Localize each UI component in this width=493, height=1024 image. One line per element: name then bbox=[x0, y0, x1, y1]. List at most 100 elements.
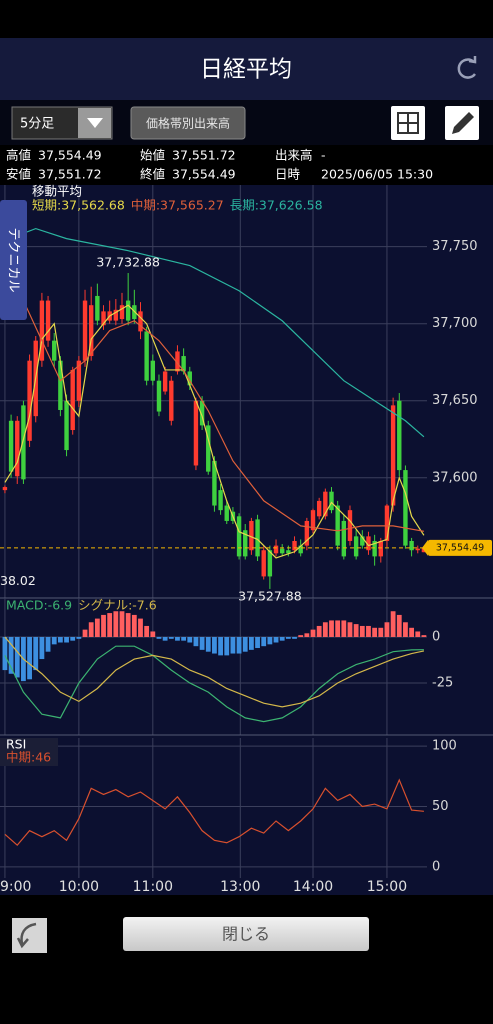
legend-title: RSI bbox=[6, 737, 26, 752]
refresh-arrow bbox=[468, 56, 477, 64]
info-value: 2025/06/05 15:30 bbox=[321, 167, 433, 182]
candle-body bbox=[243, 530, 248, 557]
button-box bbox=[12, 918, 47, 953]
histogram-bar bbox=[144, 625, 150, 637]
candle-body bbox=[199, 400, 205, 426]
candle-body bbox=[125, 300, 131, 321]
histogram-bar bbox=[341, 620, 347, 637]
candle-body bbox=[21, 405, 26, 480]
candle-body bbox=[292, 540, 297, 551]
histogram-bar bbox=[8, 636, 14, 674]
y-tick-label: 37,700 bbox=[432, 316, 478, 331]
candle-body bbox=[169, 380, 174, 421]
layout-button[interactable] bbox=[391, 106, 425, 140]
candle-body bbox=[119, 305, 125, 320]
histogram-bar bbox=[199, 636, 205, 650]
candle-body bbox=[261, 550, 266, 577]
candle-body bbox=[138, 311, 143, 332]
candle-body bbox=[347, 510, 353, 541]
legend-entry: MACD:-6.9 bbox=[6, 598, 72, 613]
histogram-bar bbox=[409, 627, 414, 637]
y-tick-label: 50 bbox=[432, 799, 449, 814]
histogram-bar bbox=[310, 629, 316, 637]
info-value: - bbox=[321, 148, 326, 163]
button-label: 価格帯別出来高 bbox=[146, 116, 230, 131]
candle-body bbox=[255, 519, 260, 557]
histogram-bar bbox=[396, 614, 402, 637]
histogram-bar bbox=[156, 636, 162, 639]
legend-entry: 長期:37,626.58 bbox=[230, 198, 323, 213]
x-tick-label: 15:00 bbox=[367, 879, 407, 895]
candle-body bbox=[212, 460, 217, 506]
histogram-bar bbox=[372, 627, 378, 637]
tab-box bbox=[0, 200, 27, 320]
candle-body bbox=[218, 490, 223, 511]
info-label: 終値 bbox=[140, 167, 165, 182]
series-line bbox=[4, 778, 424, 846]
candle-body bbox=[58, 360, 63, 410]
info-value: 37,551.72 bbox=[172, 148, 236, 163]
x-tick-label: 9:00 bbox=[0, 879, 31, 895]
x-tick-label: 10:00 bbox=[59, 879, 99, 895]
candle-body bbox=[82, 300, 88, 361]
y-tick-label: 37,750 bbox=[432, 239, 478, 254]
histogram-bar bbox=[57, 636, 63, 643]
candle-body bbox=[249, 520, 254, 551]
y-tick-label: -25 bbox=[432, 675, 453, 690]
candle-body bbox=[298, 545, 303, 554]
x-tick-label: 11:00 bbox=[133, 879, 173, 895]
candle-body bbox=[162, 371, 168, 392]
y-tick-label: 0 bbox=[432, 629, 440, 644]
histogram-bar bbox=[230, 636, 236, 654]
histogram-bar bbox=[248, 636, 254, 650]
candle-body bbox=[384, 505, 390, 541]
histogram-bar bbox=[2, 636, 8, 671]
candle-body bbox=[323, 491, 328, 517]
close-button[interactable]: 閉じる bbox=[123, 917, 369, 951]
histogram-bar bbox=[76, 636, 82, 639]
histogram-bar bbox=[403, 622, 408, 637]
refresh-button[interactable] bbox=[457, 56, 477, 79]
candle-body bbox=[150, 360, 156, 381]
candle-body bbox=[360, 536, 365, 546]
candle-body bbox=[415, 548, 420, 551]
candle-body bbox=[403, 470, 408, 546]
histogram-bar bbox=[162, 636, 168, 641]
plot-panel bbox=[2, 227, 427, 589]
price-annotation: 37,732.88 bbox=[96, 255, 160, 270]
histogram-bar bbox=[359, 625, 365, 637]
candle-body bbox=[39, 300, 45, 361]
histogram-bar bbox=[242, 636, 248, 652]
draw-button[interactable] bbox=[445, 106, 479, 140]
technical-tab[interactable]: テクニカル bbox=[0, 200, 27, 320]
candle-body bbox=[353, 536, 359, 557]
histogram-bar bbox=[39, 636, 45, 660]
histogram-bar bbox=[175, 636, 180, 641]
back-icon bbox=[16, 922, 37, 949]
histogram-bar bbox=[390, 611, 396, 637]
candle-body bbox=[101, 311, 106, 326]
histogram-bar bbox=[255, 636, 260, 649]
back-button[interactable] bbox=[12, 918, 47, 953]
interval-dropdown[interactable]: 5分足 bbox=[11, 106, 113, 140]
candle-body bbox=[310, 510, 316, 531]
histogram-bar bbox=[70, 636, 76, 641]
info-label: 安値 bbox=[6, 167, 31, 182]
histogram-bar bbox=[64, 636, 69, 643]
histogram-bar bbox=[329, 620, 334, 637]
candle-body bbox=[15, 420, 20, 477]
y-tick-label: 37,650 bbox=[432, 393, 478, 408]
histogram-bar bbox=[304, 633, 310, 637]
candle-body bbox=[236, 516, 242, 557]
series-line bbox=[4, 240, 425, 532]
histogram-bar bbox=[187, 636, 193, 643]
series-line bbox=[4, 645, 424, 723]
histogram-bar bbox=[119, 611, 125, 637]
histogram-bar bbox=[335, 620, 341, 637]
price-annotation: 37,527.88 bbox=[238, 588, 302, 603]
histogram-bar bbox=[113, 611, 119, 637]
volume-profile-button[interactable]: 価格帯別出来高 bbox=[130, 106, 246, 140]
y-tick-label: 0 bbox=[432, 859, 440, 874]
histogram-bar bbox=[168, 636, 174, 639]
candle-body bbox=[113, 309, 119, 321]
